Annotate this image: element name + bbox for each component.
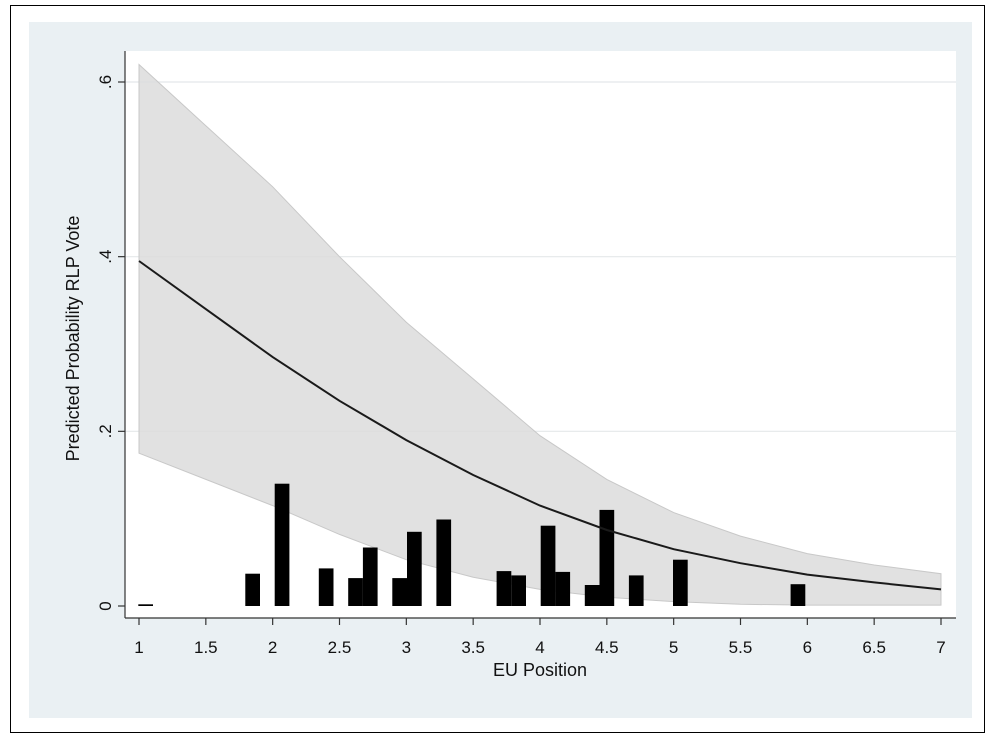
x-tick-label: 4 (535, 638, 544, 657)
y-tick-label: .4 (96, 250, 115, 264)
histogram-bar (138, 604, 153, 606)
histogram-bar (392, 578, 407, 606)
x-tick-label: 1.5 (194, 638, 218, 657)
x-tick-label: 6.5 (862, 638, 886, 657)
histogram-bar (790, 584, 806, 606)
histogram-bar (407, 531, 422, 606)
x-axis-title: EU Position (493, 660, 587, 680)
histogram-bar (540, 525, 556, 606)
x-tick-label: 3 (402, 638, 411, 657)
histogram-bar (362, 547, 378, 606)
histogram-bar (436, 519, 452, 606)
histogram-bar (496, 571, 512, 606)
y-tick-label: .6 (96, 75, 115, 89)
chart: 1 1.5 2 2.5 3 3.5 4 4.5 5 5.5 6 6.5 7 0 .2 .4 .6 EU Pos… (29, 22, 972, 718)
x-tick-label: 2.5 (328, 638, 352, 657)
y-tick-label: 0 (96, 601, 115, 610)
chart-frame: 1 1.5 2 2.5 3 3.5 4 4.5 5 5.5 6 6.5 7 0 .2 .4 .6 EU Pos… (10, 5, 985, 733)
histogram-bar (628, 575, 644, 606)
histogram-bar (245, 573, 260, 606)
y-tick-label: .2 (96, 424, 115, 438)
x-tick-label: 2 (268, 638, 277, 657)
x-tick-label: 7 (936, 638, 945, 657)
histogram-bar (555, 571, 571, 606)
x-tick-label: 3.5 (461, 638, 485, 657)
histogram-bars (138, 483, 806, 606)
y-axis-title: Predicted Probability RLP Vote (63, 216, 83, 462)
histogram-bar (673, 559, 688, 606)
histogram-bar (348, 578, 363, 606)
x-tick-label: 5 (669, 638, 678, 657)
x-tick-label: 6 (803, 638, 812, 657)
y-axis-ticks: 0 .2 .4 .6 (96, 75, 125, 611)
histogram-bar (599, 509, 615, 606)
histogram-bar (584, 585, 600, 606)
histogram-bar (511, 575, 526, 606)
prediction-line (138, 260, 942, 591)
x-axis-ticks: 1 1.5 2 2.5 3 3.5 4 4.5 5 5.5 6 6.5 7 (134, 618, 946, 657)
x-tick-label: 4.5 (595, 638, 619, 657)
x-tick-label: 5.5 (729, 638, 753, 657)
x-tick-label: 1 (134, 638, 143, 657)
histogram-bar (318, 568, 334, 606)
confidence-band (138, 63, 942, 606)
histogram-bar (274, 483, 290, 606)
